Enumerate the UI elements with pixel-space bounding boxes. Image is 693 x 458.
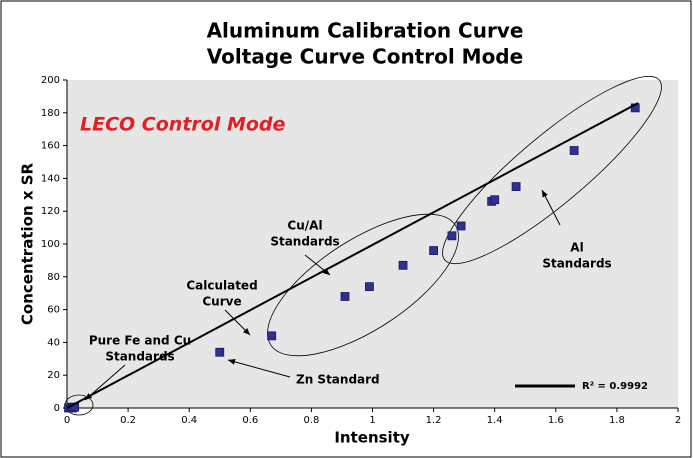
point xyxy=(365,282,374,292)
annotation: LECO Control Mode xyxy=(80,114,286,136)
x-tick-label: 1.6 xyxy=(548,415,564,426)
y-axis-label: Concentration x SR xyxy=(19,162,37,325)
x-tick-label: 0.2 xyxy=(120,415,136,426)
y-tick-label: 60 xyxy=(47,305,60,316)
x-tick-label: 0 xyxy=(64,415,70,426)
ellipse xyxy=(442,75,662,265)
x-tick-label: 1.8 xyxy=(609,415,625,426)
x-tick-label: 1.2 xyxy=(426,415,442,426)
x-tick-label: 0.4 xyxy=(181,415,197,426)
annotation: Zn Standard xyxy=(296,373,380,387)
y-tick-label: 160 xyxy=(41,141,60,152)
annotation: Al xyxy=(570,241,583,255)
annotation: Cu/Al xyxy=(287,219,322,233)
y-tick-label: 180 xyxy=(41,108,60,119)
annotation: Pure Fe and Cu xyxy=(89,334,191,348)
point xyxy=(429,246,439,255)
arrow xyxy=(227,358,291,378)
y-tick-label: 80 xyxy=(47,272,60,283)
x-tick-label: 0.6 xyxy=(242,415,258,426)
arrow xyxy=(541,189,561,226)
arrow xyxy=(224,309,251,336)
annotation: Calculated xyxy=(186,279,257,293)
point xyxy=(447,231,457,241)
y-tick-label: 100 xyxy=(41,239,60,250)
x-tick-label: 1.4 xyxy=(487,415,503,426)
x-axis-label: Intensity xyxy=(334,429,410,447)
legend-label: R² = 0.9992 xyxy=(582,381,648,392)
y-tick-label: 140 xyxy=(41,173,60,184)
point xyxy=(490,195,500,205)
point xyxy=(456,221,466,231)
point xyxy=(340,292,350,301)
annotation: Standards xyxy=(542,257,611,271)
point xyxy=(215,347,225,357)
chart-title: Aluminum Calibration Curve xyxy=(207,19,524,43)
y-tick-label: 120 xyxy=(41,206,60,217)
x-tick-label: 1 xyxy=(369,415,375,426)
y-tick-label: 40 xyxy=(47,337,60,348)
point xyxy=(267,331,277,341)
point xyxy=(569,146,579,155)
y-tick-label: 200 xyxy=(41,75,60,86)
point xyxy=(511,182,521,192)
arrow xyxy=(304,254,331,276)
chart-subtitle: Voltage Curve Control Mode xyxy=(207,45,523,69)
annotation: Standards xyxy=(270,235,339,249)
annotation: Curve xyxy=(202,295,241,309)
ellipse xyxy=(267,213,459,357)
point xyxy=(398,260,408,270)
x-tick-label: 0.8 xyxy=(303,415,319,426)
fit-line xyxy=(66,102,639,409)
y-tick-label: 0 xyxy=(54,403,60,414)
y-tick-label: 20 xyxy=(47,370,60,381)
x-tick-label: 2 xyxy=(675,415,681,426)
